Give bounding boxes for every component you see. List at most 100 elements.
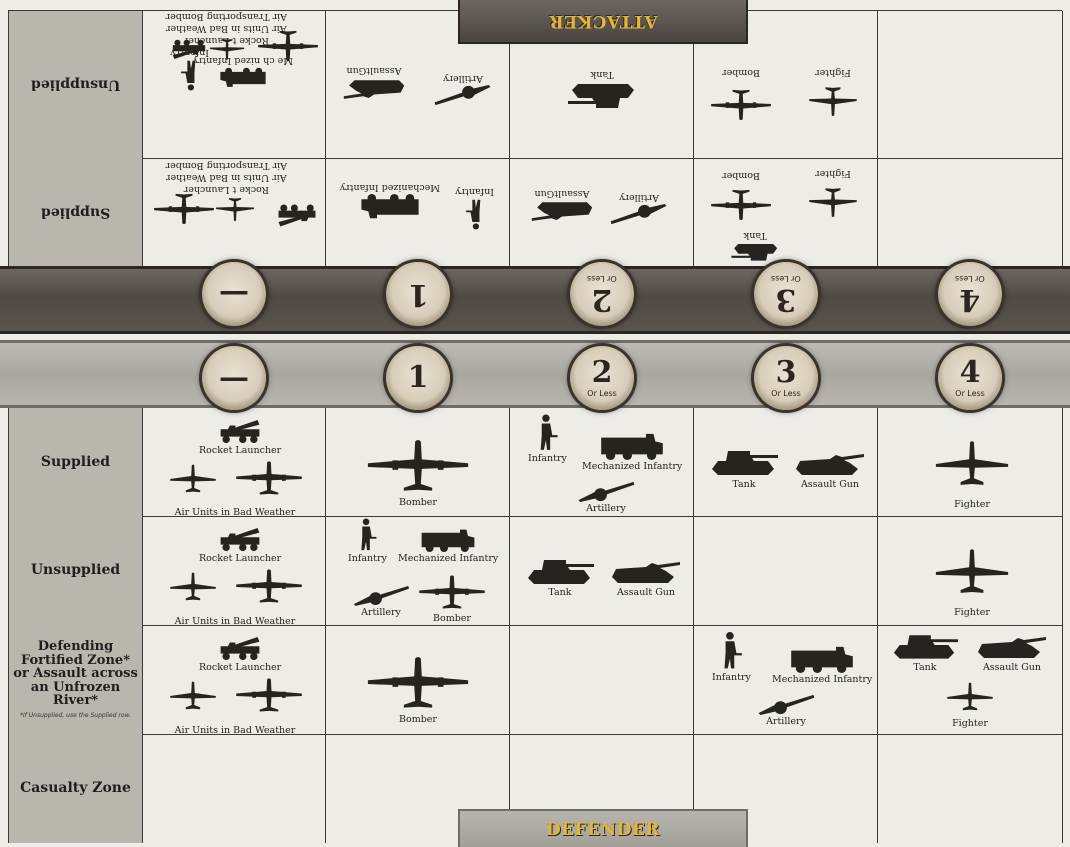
unit-rocket: Rocket Launcher (199, 637, 281, 673)
unit-fighter: Fighter (808, 67, 858, 123)
unit-bomber: Bomber (710, 67, 772, 129)
defender-unsupplied-header: Unsupplied (9, 516, 142, 625)
defender-unsupplied-col-4: Fighter (878, 516, 1063, 625)
unit-assault-gun: Assault Gun (976, 633, 1048, 673)
defender-fortified-col-1: Bomber (326, 625, 510, 734)
unit-bomber: Bomber (366, 438, 470, 508)
attacker-disk-1: 1 (386, 262, 450, 326)
unit-bomber (235, 677, 303, 715)
unit-assault-gun: AssaultGun (342, 65, 406, 103)
unit-artillery: Artillery (352, 584, 410, 618)
attacker-supplied-header: Supplied (9, 158, 142, 266)
defender-disk-2: 2 Or Less (570, 346, 634, 410)
attacker-supplied-col-4 (878, 158, 1063, 266)
unit-fighter: Fighter (946, 677, 994, 729)
unit-tank: Tank (708, 446, 780, 490)
unit-bomber: Bomber (418, 574, 486, 624)
unit-fighter (169, 460, 217, 498)
unit-assault-gun: Assault Gun (794, 450, 866, 490)
defender-fortified-row: Defending Fortified Zone* or Assault acr… (8, 625, 1063, 736)
attacker-unsupplied-row: Unsupplied Infantry Me ch nized Infantry… (8, 10, 1063, 158)
unit-fighter: Fighter (808, 168, 858, 224)
defender-value-band (0, 340, 1070, 408)
unit-fighter (169, 677, 217, 715)
attacker-supplied-labels: Rocke t Launcher Air Units in Bad Weathe… (165, 160, 287, 195)
attacker-unsupplied-header: Unsupplied (9, 11, 142, 158)
defender-fortified-col-4: Tank Assault Gun Fighter (878, 625, 1063, 734)
unit-artillery: Artillery (608, 192, 670, 226)
unit-fighter (215, 192, 255, 226)
defender-unsupplied-col-1: Infantry Mechanized Infantry Artillery B… (326, 516, 510, 625)
attacker-disk-dash: — (202, 262, 266, 326)
casualty-zone-row: Casualty Zone (8, 734, 1063, 843)
unit-infantry: Infantry (455, 186, 494, 230)
unit-artillery: Artillery (576, 480, 636, 514)
defender-disk-3: 3 Or Less (754, 346, 818, 410)
divider (8, 625, 1062, 626)
unit-assault-gun: Assault Gun (610, 558, 682, 598)
unit-infantry: Infantry (712, 631, 751, 683)
attacker-disk-3: 3 Or Less (754, 262, 818, 326)
attacker-supplied-col-2: Artillery AssaultGun (510, 158, 694, 266)
casualty-col-dash (142, 734, 326, 843)
attacker-supplied-col-dash: Rocke t Launcher Air Units in Bad Weathe… (142, 158, 326, 266)
attacker-supplied-label: Supplied (40, 204, 111, 221)
attacker-supplied-col-3: Fighter Bomber Tank (694, 158, 878, 266)
defender-disk-dash: — (202, 346, 266, 410)
defender-unsupplied-col-dash: Rocket Launcher Air Units in Bad Weather (142, 516, 326, 627)
casualty-col-3 (694, 734, 878, 843)
defender-fortified-col-2 (510, 625, 694, 734)
defender-fortified-col-3: Infantry Mechanized Infantry Artillery (694, 625, 878, 734)
unit-bomber (235, 568, 303, 606)
unit-bomber (235, 460, 303, 498)
defender-unsupplied-col-3 (694, 516, 878, 625)
attacker-value-band (0, 266, 1070, 334)
attacker-unsupplied-col-dash: Infantry Me ch nized Infantry Rocke t La… (142, 11, 326, 158)
defender-supplied-header: Supplied (9, 408, 142, 516)
attacker-unsupplied-col-1: Artillery AssaultGun (326, 11, 510, 158)
defender-unsupplied-label: Unsupplied (30, 562, 121, 579)
defender-supplied-col-1: Bomber (326, 408, 510, 516)
unit-fighter (169, 568, 217, 606)
unit-artillery: Artillery (432, 73, 494, 107)
unit-mech-infantry: Mechanized Infantry (582, 432, 682, 472)
unit-bomber: Bomber (366, 655, 470, 725)
defender-disk-1: 1 (386, 346, 450, 410)
unit-rocket (275, 202, 319, 228)
unit-infantry: Infantry (528, 414, 567, 464)
unit-rocket: Rocket Launcher (199, 420, 281, 456)
fortified-note: *If Unsupplied, use the Supplied row. (20, 712, 131, 720)
unit-bomber: Bomber (710, 170, 772, 226)
unit-mech-infantry: Mechanized Infantry (398, 528, 498, 564)
defender-disk-4: 4 Or Less (938, 346, 1002, 410)
attacker-supplied-col-1: Infantry Mechanized Infantry (326, 158, 510, 266)
air-units-label: Air Units in Bad Weather (174, 507, 296, 518)
defender-supplied-col-dash: Rocket Launcher Air Units in Bad Weather (142, 408, 326, 518)
defender-supplied-col-2: Infantry Mechanized Infantry Artillery (510, 408, 694, 516)
unit-tank: Tank (524, 556, 596, 598)
attacker-disk-2: 2 Or Less (570, 262, 634, 326)
attacker-unsupplied-col-3: Fighter Bomber (694, 11, 878, 158)
casualty-col-1 (326, 734, 510, 843)
unit-assault-gun: AssaultGun (530, 188, 594, 224)
air-units-label: Air Units in Bad Weather (174, 725, 296, 736)
casualty-col-2 (510, 734, 694, 843)
attacker-unsupplied-col-4 (878, 11, 1063, 158)
unit-mech-infantry: Mechanized Infantry (772, 645, 872, 685)
attacker-supplied-row: Supplied Rocke t Launcher Air Units in B… (8, 158, 1063, 266)
defender-unsupplied-col-2: Tank Assault Gun (510, 516, 694, 625)
divider (8, 734, 1062, 735)
air-units-label: Air Units in Bad Weather (174, 616, 296, 627)
defender-label: DEFENDER (545, 820, 661, 840)
defender-supplied-row: Supplied Rocket Launcher Air Units in Ba… (8, 408, 1063, 518)
defender-fortified-col-dash: Rocket Launcher Air Units in Bad Weather (142, 625, 326, 736)
divider (8, 158, 1062, 159)
attacker-unsupplied-col-2: Tank (510, 11, 694, 158)
casualty-zone-header: Casualty Zone (9, 734, 142, 843)
defender-unsupplied-row: Unsupplied Rocket Launcher Air Units in … (8, 516, 1063, 627)
unit-infantry: Infantry (348, 518, 387, 564)
defender-supplied-col-3: Tank Assault Gun (694, 408, 878, 516)
attacker-unsupplied-label: Unsupplied (30, 76, 121, 93)
unit-tank: Tank (730, 230, 780, 264)
